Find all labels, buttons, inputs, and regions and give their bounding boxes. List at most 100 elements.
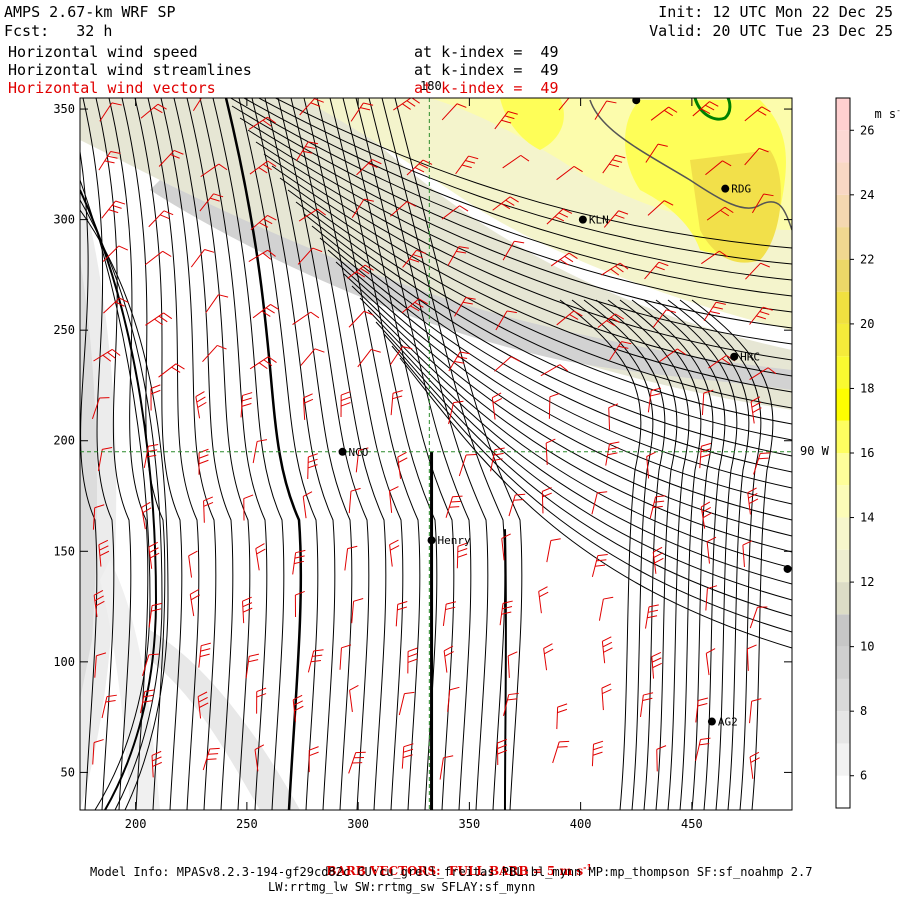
wind-barb-shaft xyxy=(390,201,408,217)
wind-barb xyxy=(347,264,374,279)
wind-barb xyxy=(254,744,265,772)
wind-barb xyxy=(746,644,757,671)
wind-barb xyxy=(546,208,573,225)
colorbar-segment xyxy=(836,420,850,453)
wind-barb xyxy=(747,487,759,515)
station-marker xyxy=(783,564,792,573)
wind-barb xyxy=(701,389,714,416)
field-label-streamlines: Horizontal wind streamlines xyxy=(8,61,252,79)
field-level-streamlines: at k-index = 49 xyxy=(414,61,559,79)
y-tick-label: 350 xyxy=(53,102,75,116)
wind-barb xyxy=(192,98,203,112)
station-marker xyxy=(730,352,739,361)
wind-barb-feather xyxy=(173,149,184,155)
wind-barb-feather xyxy=(163,210,174,216)
wind-barb-shaft xyxy=(742,545,745,568)
wind-barb xyxy=(92,739,104,765)
wind-barb-feather xyxy=(317,208,326,216)
wind-barb-feather xyxy=(492,397,503,404)
wind-barb-shaft xyxy=(603,210,619,228)
wind-barb-feather xyxy=(150,389,161,395)
wind-barb-shaft xyxy=(556,310,575,326)
wind-barb-feather xyxy=(663,109,673,117)
wind-barb-feather xyxy=(542,487,552,492)
wind-barb xyxy=(388,486,399,513)
wind-barb-feather xyxy=(757,109,767,116)
wind-barb-shaft xyxy=(701,250,720,265)
streamline xyxy=(247,129,792,345)
wind-barb xyxy=(491,392,503,420)
wind-barb-feather xyxy=(444,651,454,657)
colorbar-segment xyxy=(836,485,850,518)
wind-barb-shaft xyxy=(357,349,372,368)
colorbar-segment xyxy=(836,775,850,808)
wind-barb-shaft xyxy=(389,544,393,567)
wind-barb xyxy=(646,451,656,479)
wind-barb-shaft xyxy=(644,261,660,280)
wind-barb xyxy=(541,487,552,514)
wind-barb-feather xyxy=(416,249,427,254)
wind-barb-feather xyxy=(102,354,112,362)
wind-barb-feather xyxy=(201,642,211,647)
wind-barb-feather xyxy=(618,345,629,349)
wind-barb xyxy=(543,643,554,671)
station-label: Henry xyxy=(438,534,471,547)
wind-barb-shaft xyxy=(502,240,515,261)
wind-barb-feather xyxy=(107,155,118,159)
wind-barb-feather xyxy=(154,318,163,326)
wind-barb xyxy=(199,193,224,212)
wind-barb-feather xyxy=(542,492,552,498)
wind-barb-feather xyxy=(115,301,125,307)
wind-barb xyxy=(195,391,207,419)
wind-barb-feather xyxy=(110,151,121,155)
wind-barb-feather xyxy=(262,252,272,260)
streamline xyxy=(394,98,523,810)
wind-barb-shaft xyxy=(647,200,665,216)
wind-barb-feather xyxy=(749,751,760,758)
wind-barb-feather xyxy=(414,167,425,173)
wind-barb-shaft xyxy=(749,367,769,381)
wind-barb-shaft xyxy=(501,538,505,561)
wind-barb-feather xyxy=(751,401,761,408)
speed-fill-band xyxy=(150,630,300,810)
wind-barb-feather xyxy=(748,498,759,504)
wind-barb-feather xyxy=(203,501,214,507)
y-tick-label: 300 xyxy=(53,213,75,227)
wind-barb-shaft xyxy=(454,297,467,317)
wind-barb-feather xyxy=(95,600,105,607)
wind-barb xyxy=(652,546,664,574)
wind-barb-shaft xyxy=(356,159,373,176)
streamline xyxy=(251,98,336,810)
wind-barb xyxy=(645,604,659,629)
wind-barb-shaft xyxy=(307,650,315,673)
wind-barb-shaft xyxy=(744,106,763,122)
wind-barb-feather xyxy=(760,452,771,454)
streamline xyxy=(147,98,200,810)
streamline xyxy=(691,299,774,810)
wind-barb xyxy=(499,600,513,626)
wind-barb xyxy=(302,491,313,519)
wind-barb-shaft xyxy=(608,407,611,430)
streamline xyxy=(631,299,714,810)
streamline xyxy=(238,98,319,810)
x-tick-label: 300 xyxy=(347,817,369,831)
wind-barb-feather xyxy=(446,601,456,605)
wind-barb-feather xyxy=(305,146,316,149)
streamline xyxy=(655,299,738,810)
wind-barb-shaft xyxy=(101,696,108,719)
wind-barb-shaft xyxy=(195,396,201,419)
wind-barb xyxy=(439,755,454,780)
wind-barb-feather xyxy=(658,261,669,267)
wind-barb-feather xyxy=(263,359,273,367)
wind-barb-feather xyxy=(752,407,762,414)
colorbar-segment xyxy=(836,130,850,163)
wind-barb-feather xyxy=(407,647,418,652)
wind-barb-feather xyxy=(573,310,583,317)
wind-barb-shaft xyxy=(744,148,760,166)
wind-barb-feather xyxy=(443,645,454,652)
wind-barb-feather xyxy=(347,545,358,550)
wind-barb-feather xyxy=(310,311,320,319)
wind-barb-feather xyxy=(403,743,414,748)
colorbar-unit: m s-1 xyxy=(874,107,900,121)
streamline xyxy=(239,117,792,329)
